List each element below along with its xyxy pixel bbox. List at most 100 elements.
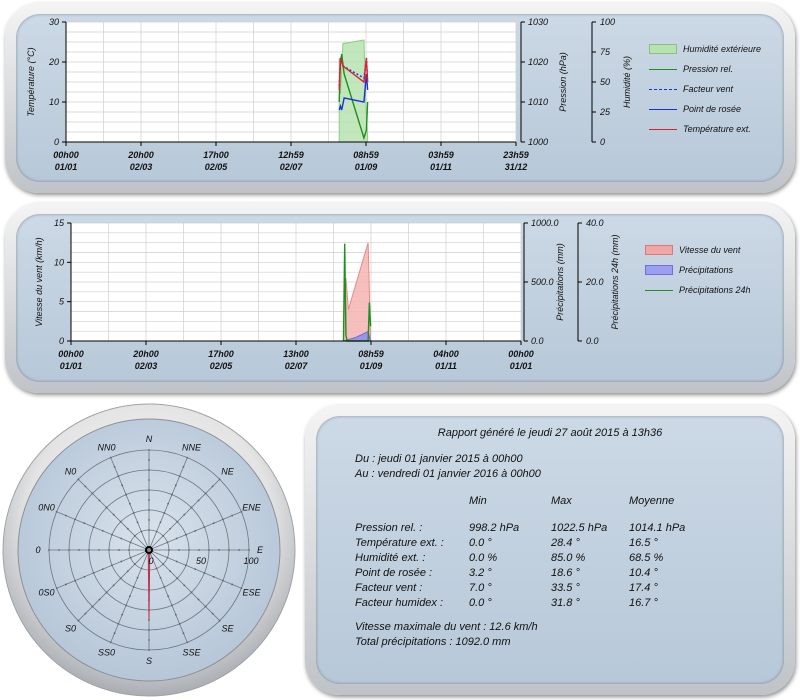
- x-tick-label-date: 02/07: [285, 361, 309, 371]
- rose-marker: [171, 493, 173, 496]
- rose-marker: [128, 549, 130, 551]
- rose-marker: [197, 598, 200, 601]
- x-tick-label-date: 31/12: [505, 162, 528, 172]
- rose-marker: [77, 619, 80, 622]
- x-tick-label-time: 17h00: [203, 150, 229, 160]
- rose-marker: [166, 541, 169, 544]
- y-tick-label-right: 0.0: [586, 336, 599, 346]
- rose-marker: [148, 639, 150, 641]
- rose-direction-label: SS0: [98, 648, 115, 658]
- row-max: 33.5 °: [551, 582, 580, 594]
- chart1-legend: Humidité extérieure Pression rel. Facteu…: [649, 39, 761, 139]
- rose-marker: [183, 584, 186, 587]
- y-tick-label-right: 50: [600, 77, 610, 87]
- x-tick-label-date: 01/01: [60, 361, 83, 371]
- rose-marker: [101, 529, 104, 532]
- rose-direction-label: E: [257, 545, 264, 555]
- rose-marker: [203, 572, 206, 574]
- y-tick-label-mid: 1010: [528, 97, 548, 107]
- rose-marker: [148, 459, 150, 461]
- rose-marker: [168, 549, 170, 551]
- y-tick-label-mid: 500.0: [531, 277, 554, 287]
- legend-label: Point de rosée: [683, 104, 742, 114]
- series-point-de-ros-e: [338, 73, 369, 111]
- rose-marker: [231, 583, 234, 586]
- row-max: 28.4 °: [551, 537, 580, 549]
- rose-marker: [159, 576, 162, 579]
- rose-marker: [109, 456, 112, 459]
- column-header-average: Moyenne: [629, 495, 675, 507]
- rose-marker: [188, 549, 190, 551]
- rose-marker: [128, 502, 131, 505]
- row-average: 16.7 °: [629, 597, 658, 609]
- rose-marker: [169, 527, 172, 530]
- y-tick-label-left: 10: [49, 97, 59, 107]
- rose-direction-label: NNE: [182, 442, 202, 452]
- y-axis-label-humidity: Humidité (%): [622, 56, 632, 108]
- rose-marker: [194, 529, 197, 532]
- rose-marker: [190, 506, 193, 509]
- rose-marker: [203, 526, 206, 528]
- legend-label: Facteur vent: [683, 84, 734, 94]
- row-max: 31.8 °: [551, 597, 580, 609]
- rose-direction-label: S0: [65, 623, 76, 633]
- legend-item-windchill: Facteur vent: [649, 79, 761, 99]
- rose-marker: [140, 567, 143, 570]
- y-axis-label-wind-speed: Vitesse du vent (km/h): [34, 237, 44, 326]
- rose-marker: [231, 514, 234, 517]
- row-average: 68.5 %: [629, 552, 664, 564]
- rose-marker: [211, 612, 214, 615]
- legend-swatch: [649, 128, 677, 130]
- rose-marker: [148, 629, 150, 631]
- rose-direction-label: 0S0: [38, 587, 54, 597]
- x-tick-label-date: 01/11: [430, 162, 452, 172]
- rose-marker: [112, 513, 115, 516]
- legend-label: Précipitations: [679, 265, 734, 275]
- x-tick-label-time: 00h00: [508, 349, 534, 359]
- rose-direction-label: 0: [35, 545, 40, 555]
- rose-marker: [178, 475, 181, 477]
- report-title: Rapport généré le jeudi 27 août 2015 à 1…: [437, 427, 663, 439]
- row-max: 1022.5 hPa: [551, 522, 608, 534]
- series-temp-rature-ext-: [338, 57, 369, 91]
- column-header-max: Max: [551, 495, 572, 507]
- row-label: Pression rel. :: [355, 522, 423, 534]
- legend-label: Précipitations 24h: [679, 285, 751, 295]
- rose-direction-label: SE: [221, 623, 234, 633]
- y-tick-label-mid: 0.0: [531, 336, 544, 346]
- row-min: 0.0 °: [469, 537, 492, 549]
- legend-label: Température ext.: [683, 124, 751, 134]
- rose-marker: [166, 556, 169, 559]
- rose-marker: [136, 521, 139, 524]
- x-tick-label-time: 12h59: [278, 150, 304, 160]
- rose-marker: [68, 549, 70, 551]
- y-tick-label-right: 100: [600, 17, 615, 27]
- x-tick-label-time: 04h00: [433, 349, 459, 359]
- rose-direction-label: N0: [65, 467, 77, 477]
- rose-marker: [129, 556, 132, 559]
- x-tick-label-date: 01/01: [55, 162, 78, 172]
- x-tick-label-date: 02/05: [210, 361, 234, 371]
- legend-swatch: [649, 68, 677, 70]
- row-label: Facteur humidex :: [355, 597, 444, 609]
- row-max: 85.0 %: [551, 552, 586, 564]
- rose-marker: [218, 619, 221, 622]
- rose-marker: [88, 549, 90, 551]
- chart2-legend: Vitesse du vent Précipitations Précipita…: [645, 240, 751, 300]
- rose-marker: [174, 484, 177, 487]
- legend-item-humidity: Humidité extérieure: [649, 39, 761, 59]
- legend-swatch: [645, 289, 673, 291]
- rose-marker: [83, 575, 86, 578]
- rose-marker: [171, 604, 173, 607]
- y-tick-label-right: 0: [600, 137, 605, 147]
- rose-marker: [228, 549, 230, 551]
- rose-marker: [120, 560, 123, 563]
- y-tick-label-mid: 1000: [528, 137, 548, 147]
- rose-marker: [212, 522, 215, 525]
- x-tick-label-date: 02/03: [130, 162, 153, 172]
- rose-marker: [148, 649, 150, 651]
- rose-marker: [55, 587, 58, 590]
- legend-swatch: [649, 88, 677, 90]
- rose-marker: [222, 579, 224, 582]
- rose-marker: [58, 549, 60, 551]
